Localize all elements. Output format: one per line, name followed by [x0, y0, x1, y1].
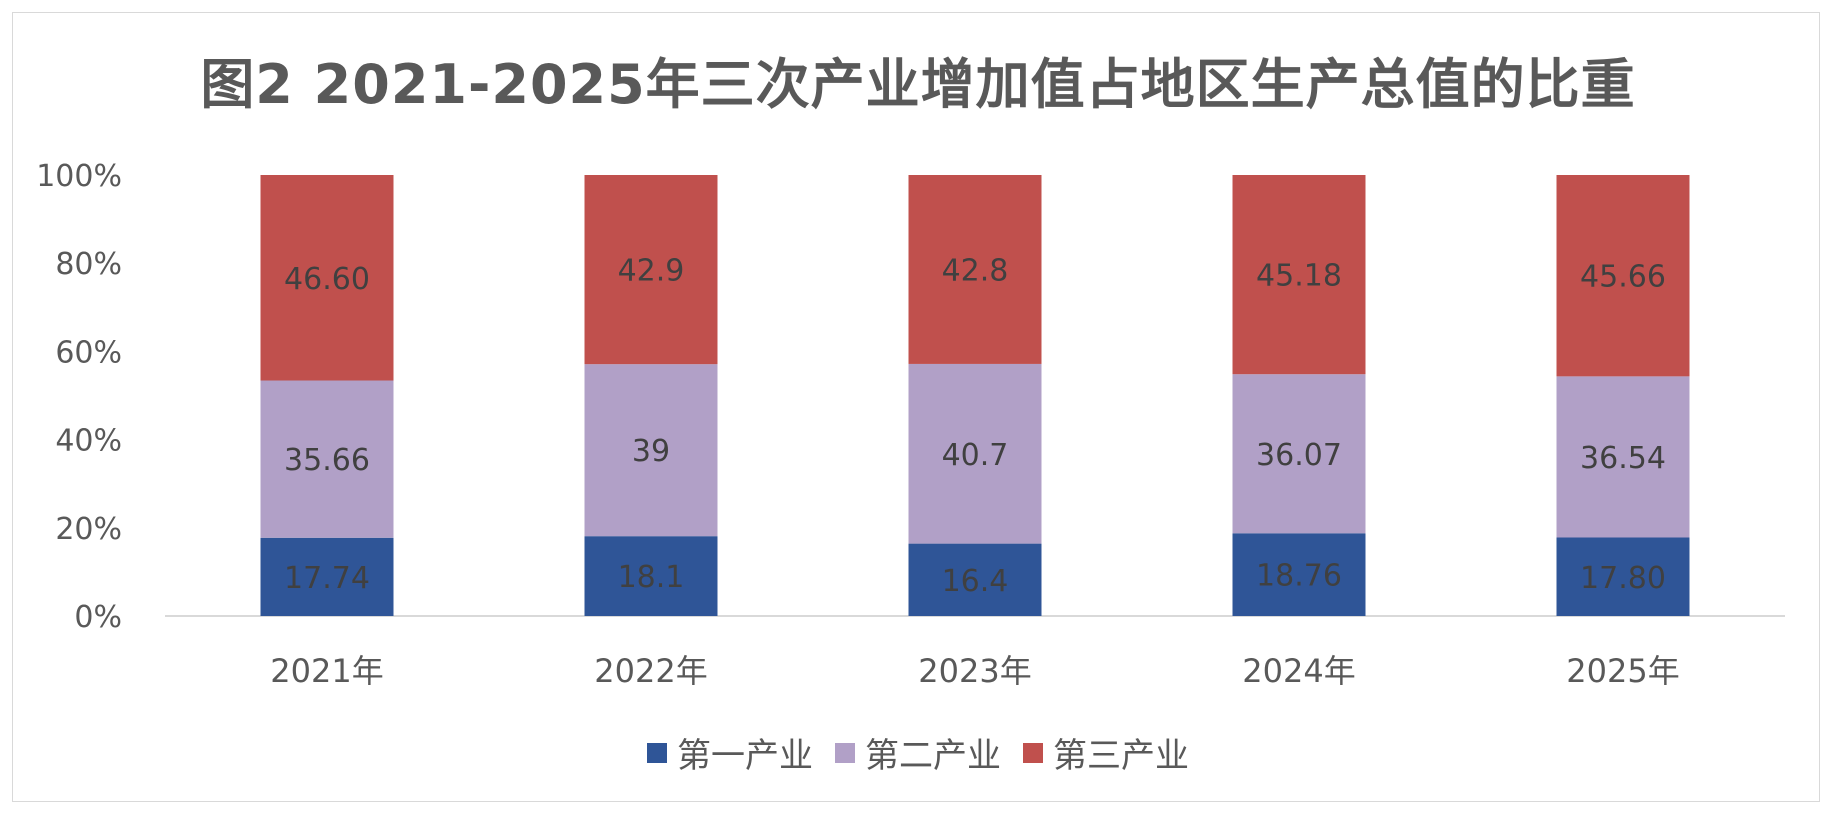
data-label: 16.4: [942, 564, 1009, 599]
bar-segment: [1556, 175, 1690, 377]
data-label: 18.76: [1256, 559, 1342, 594]
chart-title: 图2 2021-2025年三次产业增加值占地区生产总值的比重: [200, 53, 1636, 116]
data-label: 36.07: [1256, 438, 1342, 473]
data-label: 45.66: [1580, 260, 1666, 295]
y-tick-label: 0%: [74, 600, 122, 635]
x-tick-label: 2022年: [594, 652, 707, 690]
bar-segment: [1556, 537, 1690, 616]
chart-legend: 第一产业 第二产业 第三产业: [0, 728, 1836, 777]
data-label: 40.7: [942, 438, 1009, 473]
legend-entry: 第一产业: [647, 728, 813, 777]
bar-segment: [584, 536, 718, 616]
y-tick-label: 100%: [36, 159, 122, 194]
bar-segment: [260, 175, 394, 381]
legend-swatch: [1023, 742, 1043, 763]
x-tick-label: 2023年: [918, 652, 1031, 690]
y-tick-label: 60%: [55, 335, 122, 370]
data-label: 35.66: [284, 443, 370, 478]
legend-swatch: [835, 742, 855, 763]
y-tick-label: 20%: [55, 512, 122, 547]
y-tick-label: 40%: [55, 424, 122, 459]
data-label: 42.8: [942, 253, 1009, 288]
bar-segment: [260, 380, 394, 538]
bar-segment: [584, 175, 718, 365]
legend-label: 第三产业: [1053, 736, 1189, 776]
data-label: 18.1: [618, 560, 685, 595]
data-label: 39: [632, 434, 670, 469]
data-label: 46.60: [284, 262, 370, 297]
bar-segment: [1232, 374, 1366, 534]
data-label: 17.80: [1580, 561, 1666, 596]
x-tick-label: 2025年: [1566, 652, 1679, 690]
data-label: 42.9: [618, 254, 685, 289]
bar-segment: [908, 363, 1042, 544]
x-tick-label: 2021年: [270, 652, 383, 690]
bar-segment: [908, 175, 1042, 364]
legend-entry: 第二产业: [835, 728, 1001, 777]
legend-swatch: [647, 742, 667, 763]
bar-segment: [1232, 533, 1366, 616]
legend-label: 第一产业: [677, 736, 813, 776]
bar-segment: [1232, 175, 1366, 375]
bar-segment: [260, 537, 394, 616]
legend-entry: 第三产业: [1023, 728, 1189, 777]
data-label: 17.74: [284, 561, 370, 596]
bar-segment: [584, 364, 718, 537]
data-label: 45.18: [1256, 259, 1342, 294]
bar-segment: [908, 543, 1042, 616]
legend-label: 第二产业: [865, 736, 1001, 776]
y-tick-label: 80%: [55, 247, 122, 282]
x-tick-label: 2024年: [1242, 652, 1355, 690]
data-label: 36.54: [1580, 441, 1666, 476]
bar-segment: [1556, 376, 1690, 538]
